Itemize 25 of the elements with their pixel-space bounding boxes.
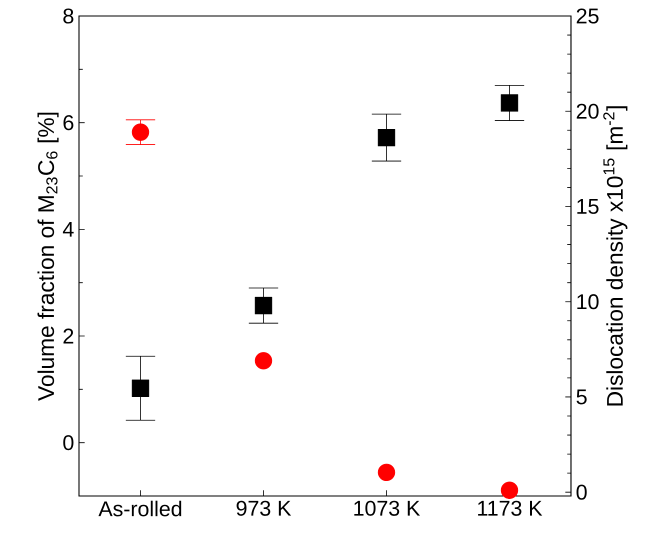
point — [500, 94, 518, 112]
y-axis-title: Volume fraction of M$_{23}$C$_{6}$ [%] — [37, 112, 59, 401]
y-tick-label: 4 — [62, 222, 74, 237]
y-tick-label: 0 — [63, 435, 74, 450]
y2-tick-label: 10 — [577, 294, 599, 310]
y-tick-label: 8 — [63, 8, 74, 24]
point — [500, 482, 518, 499]
y-tick-label: 2 — [63, 328, 74, 344]
y2-axis-title: Dislocation density x10$^{15}$ [m$^{-2}$] — [603, 106, 628, 406]
point — [254, 352, 272, 370]
x-tick-label: 973 K — [236, 500, 292, 516]
y2-tick-label: 5 — [576, 390, 587, 404]
y2-tick-label: 0 — [576, 484, 587, 500]
point — [254, 296, 272, 314]
point — [378, 464, 396, 482]
point — [132, 124, 150, 141]
x-tick-label: As-rolled — [98, 500, 182, 516]
point — [132, 380, 150, 397]
y-tick-label: 6 — [64, 115, 74, 130]
y2-tick-label: 25 — [576, 8, 599, 24]
x-tick-label: 1073 K — [354, 500, 420, 516]
point — [378, 128, 396, 146]
y2-tick-label: 20 — [576, 104, 599, 119]
x-tick-label: 1173 K — [478, 500, 542, 516]
y2-tick-label: 15 — [577, 199, 599, 214]
